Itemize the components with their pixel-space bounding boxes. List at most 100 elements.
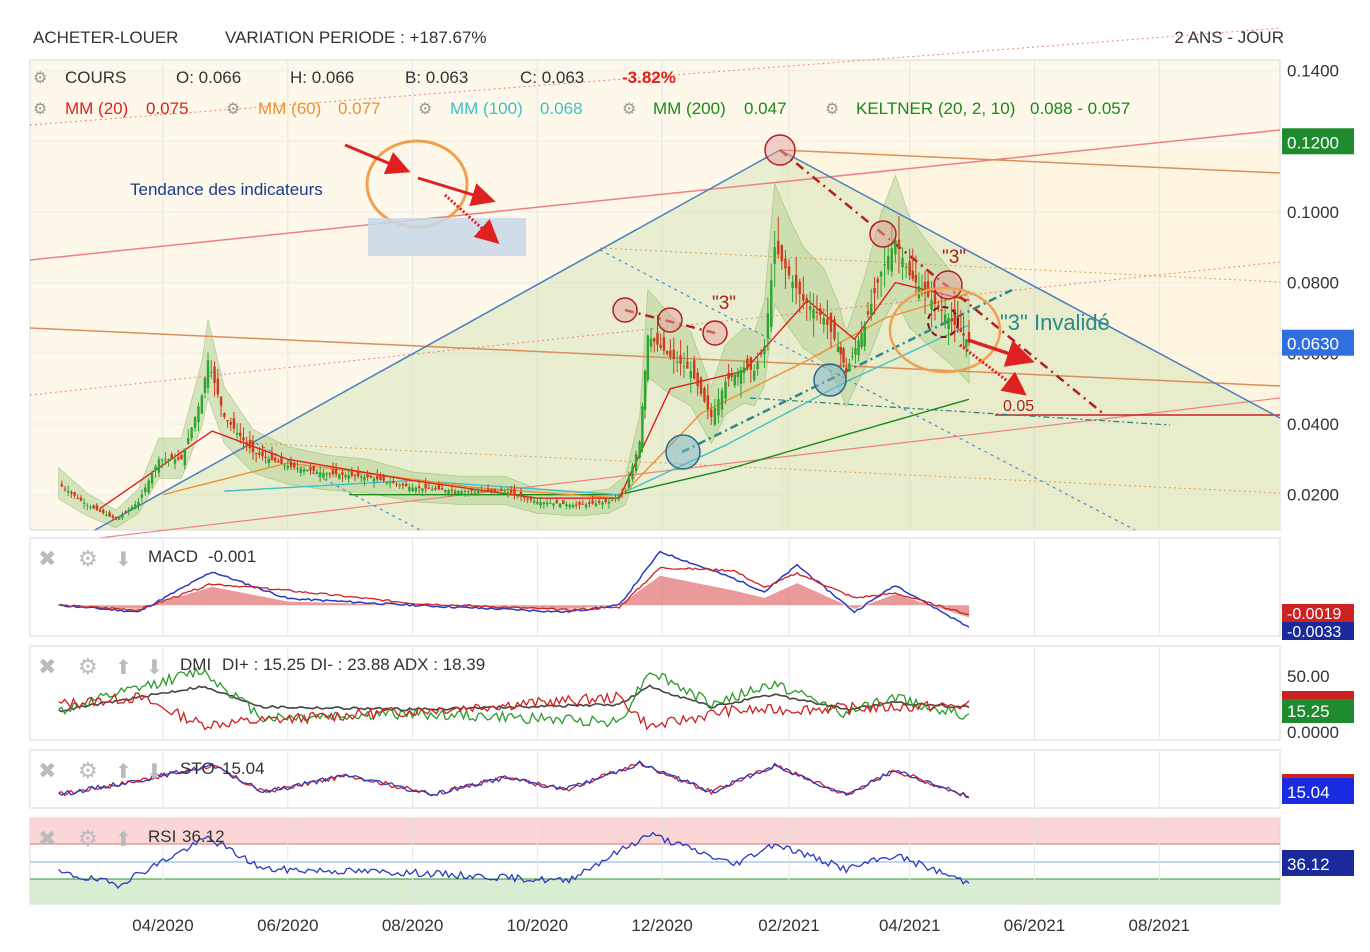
change-value: -3.82% (622, 68, 676, 87)
candle-body (805, 298, 808, 304)
candle-body (395, 483, 398, 485)
candle-body (424, 483, 427, 489)
candle-body (467, 491, 470, 493)
candle-body (503, 491, 506, 493)
price-tag-text: 0.1200 (1287, 133, 1339, 152)
candle-body (322, 472, 325, 478)
candle-body (331, 469, 335, 475)
mm200-label: MM (200) (653, 99, 726, 118)
dmi-move-down-icon[interactable]: ⬇ (146, 657, 163, 679)
candle-body (200, 395, 204, 414)
x-tick-label: 10/2020 (507, 916, 568, 935)
candle-body (659, 344, 662, 348)
candle-body (239, 432, 242, 437)
sto-close-icon[interactable]: ✖ (38, 758, 56, 783)
rsi-close-icon[interactable]: ✖ (38, 826, 56, 851)
candle-body (536, 501, 539, 504)
rsi-settings-icon[interactable]: ⚙ (78, 826, 98, 851)
mm20-label: MM (20) (65, 99, 128, 118)
sto-value: 15.04 (222, 759, 265, 778)
candle-body (401, 483, 405, 486)
dmi-settings-icon[interactable]: ⚙ (78, 654, 98, 679)
sto-settings-icon[interactable]: ⚙ (78, 758, 98, 783)
candle-body (860, 332, 863, 348)
candle-body (289, 461, 293, 467)
macd-label: MACD (148, 547, 198, 566)
trendline-support-red (39, 397, 1281, 546)
dmi-close-icon[interactable]: ✖ (38, 654, 56, 679)
candle-body (617, 495, 620, 497)
candle-body (210, 371, 213, 373)
candle-body (226, 420, 229, 422)
candle-body (689, 370, 693, 379)
forecast-arrow (967, 338, 1035, 367)
candle-body (302, 469, 306, 472)
sto-line (58, 760, 970, 799)
candle-body (144, 487, 147, 493)
mm20-gear-icon[interactable]: ⚙ (33, 101, 47, 118)
macd-settings-icon[interactable]: ⚙ (78, 546, 98, 571)
y-tick-label: 0.0400 (1287, 415, 1339, 434)
candle-body (470, 489, 473, 492)
x-tick-label: 08/2020 (382, 916, 443, 935)
close-value: C: 0.063 (520, 68, 584, 87)
candle-body (127, 509, 131, 512)
candle-body (79, 497, 83, 501)
candle-body (450, 489, 454, 491)
macd-move-down-icon[interactable]: ⬇ (115, 549, 132, 571)
price-tags: 0.1200 0.0630 (1282, 128, 1354, 356)
mm200-value: 0.047 (744, 99, 787, 118)
sto-move-down-icon[interactable]: ⬇ (146, 761, 163, 783)
candle-body (870, 303, 873, 316)
candle-body (578, 502, 581, 505)
candle-body (649, 338, 653, 347)
candle-body (682, 366, 686, 368)
cours-gear-icon[interactable]: ⚙ (33, 70, 47, 87)
candle-body (493, 488, 496, 492)
candle-body (933, 290, 937, 304)
horizontal-gridlines (30, 70, 1280, 496)
period-selector[interactable]: 2 ANS - JOUR (1174, 28, 1284, 47)
rsi-move-up-icon[interactable]: ⬆ (115, 829, 132, 851)
candle-body (105, 514, 108, 516)
keltner-gear-icon[interactable]: ⚙ (825, 101, 839, 118)
forecast-arrow-dotted (959, 343, 1027, 396)
candle-body (756, 362, 759, 370)
candle-body (693, 360, 696, 379)
candle-body (836, 346, 840, 352)
candle-body (724, 381, 727, 399)
mm200-gear-icon[interactable]: ⚙ (622, 101, 636, 118)
candle-body (699, 377, 703, 394)
triangle-rising-side (94, 149, 781, 531)
sto-move-up-icon[interactable]: ⬆ (115, 761, 132, 783)
dmi-move-up-icon[interactable]: ⬆ (115, 657, 132, 679)
pattern-3-peak-1 (612, 297, 638, 323)
rsi-line (58, 831, 970, 889)
candle-body (117, 516, 121, 520)
candle-body (73, 492, 76, 496)
candle-body (842, 348, 845, 363)
neckline-dashdot (749, 397, 1171, 426)
mm60-gear-icon[interactable]: ⚙ (226, 101, 240, 118)
candle-body (594, 503, 598, 506)
candle-body (350, 472, 354, 476)
support-marker-1 (665, 434, 701, 470)
macd-close-icon[interactable]: ✖ (38, 546, 56, 571)
candle-body (717, 399, 720, 416)
candle-body (283, 465, 286, 467)
candle-body (70, 491, 73, 494)
candle-body (509, 490, 513, 494)
candle-body (529, 497, 533, 500)
y-tick-label: 0.1400 (1287, 62, 1339, 81)
candle-body (720, 390, 724, 410)
candle-body (154, 466, 157, 471)
candle-body (601, 502, 604, 505)
mm100-gear-icon[interactable]: ⚙ (418, 101, 432, 118)
target-label: 0.05 (1003, 398, 1034, 415)
candle-body (876, 279, 879, 283)
candle-body (808, 306, 812, 310)
candle-body (749, 357, 753, 370)
candle-body (571, 504, 575, 508)
ma20-line (99, 281, 970, 510)
candle-body (672, 349, 675, 360)
